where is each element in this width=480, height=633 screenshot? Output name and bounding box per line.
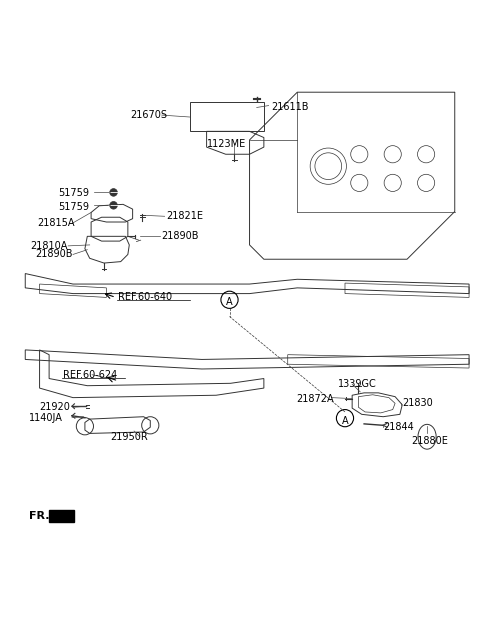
Text: REF.60-624: REF.60-624 xyxy=(63,370,118,380)
Text: 51759: 51759 xyxy=(58,202,89,212)
Text: 21890B: 21890B xyxy=(35,249,72,260)
Text: 1123ME: 1123ME xyxy=(206,139,246,149)
Text: A: A xyxy=(226,297,233,307)
Circle shape xyxy=(110,201,117,209)
Text: FR.: FR. xyxy=(29,511,49,521)
Text: 21880E: 21880E xyxy=(411,436,448,446)
Text: 21950R: 21950R xyxy=(110,432,148,442)
Text: 21815A: 21815A xyxy=(37,218,75,229)
Text: A: A xyxy=(342,415,348,425)
Text: 21920: 21920 xyxy=(39,402,71,412)
Text: REF.60-640: REF.60-640 xyxy=(118,292,172,303)
Text: 21830: 21830 xyxy=(402,398,433,408)
Circle shape xyxy=(110,189,117,196)
Bar xyxy=(190,102,264,131)
Polygon shape xyxy=(49,510,74,522)
Text: 21844: 21844 xyxy=(383,422,414,432)
Text: 21890B: 21890B xyxy=(161,231,199,241)
Text: 21670S: 21670S xyxy=(130,110,167,120)
Text: 21611B: 21611B xyxy=(271,101,309,111)
Text: 21810A: 21810A xyxy=(30,241,67,251)
Text: 21872A: 21872A xyxy=(296,394,334,404)
Text: 1339GC: 1339GC xyxy=(338,379,377,389)
Text: 1140JA: 1140JA xyxy=(29,413,63,423)
Text: 21821E: 21821E xyxy=(166,211,203,222)
Text: 51759: 51759 xyxy=(58,189,89,198)
